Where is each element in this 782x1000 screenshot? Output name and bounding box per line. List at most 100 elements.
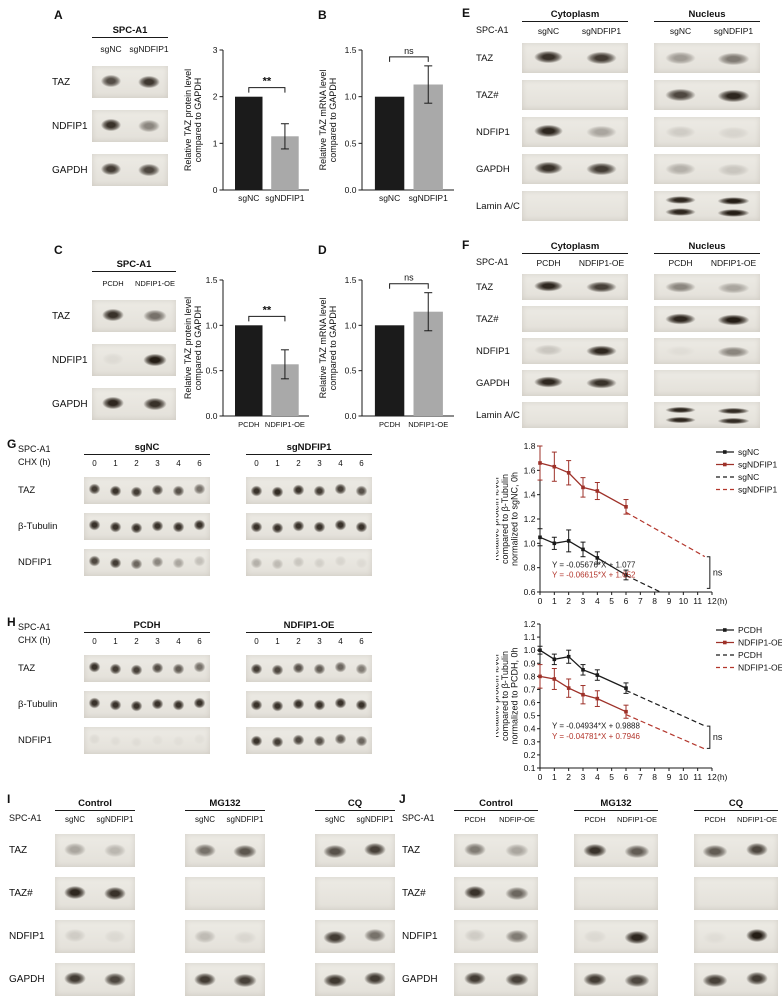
blot-strip — [522, 338, 628, 364]
protein-band — [150, 696, 165, 711]
protein-band — [713, 88, 754, 104]
lane-axis-label: SPC-A1 — [402, 813, 435, 823]
protein-band — [699, 972, 731, 990]
svg-text:Relative TAZ mRNA levelcompare: Relative TAZ mRNA levelcompared to GAPDH — [318, 298, 338, 399]
protein-band — [150, 554, 165, 569]
blot-header-row: SPC-A1 sgNC sgNDFIP1 — [8, 440, 486, 455]
fit-line — [625, 689, 706, 727]
lane-label: sgNC — [64, 815, 85, 824]
blot-strip — [654, 191, 760, 221]
group-header: CQ — [694, 796, 778, 811]
panel-label-c: C — [54, 243, 63, 257]
svg-text:12: 12 — [707, 596, 717, 606]
lane-group: sgNC sgNDFIP1 — [315, 811, 395, 824]
blot-row-label: NDFIP1 — [9, 931, 45, 942]
blot-strip — [246, 727, 372, 754]
bar-chart-a: Relative TAZ protein levelcompared to GA… — [183, 24, 315, 208]
svg-text:0.8: 0.8 — [524, 671, 536, 681]
data-marker — [595, 556, 600, 560]
blot-strip — [454, 834, 538, 867]
legend-entry: NDFIP1-OE — [716, 638, 782, 648]
protein-band — [661, 405, 700, 414]
data-marker — [624, 573, 628, 577]
protein-band — [248, 519, 265, 534]
western-blot-j: Control MG132 CQ SPC-A1 PCDH NDFIP-OE PCDH NDFI… — [398, 796, 782, 1000]
bar — [235, 96, 263, 190]
cell-line-label — [48, 252, 92, 272]
lane-axis-label: CHX (h) — [18, 635, 51, 645]
lane-label-row: CHX (h) 0 1 2 3 4 6 0 1 2 3 4 6 — [8, 455, 486, 468]
lane-label-row: SPC-A1 PCDH NDFIP-OE PCDH NDFIP1-OE PCDH NDFIP… — [398, 811, 782, 824]
lane-label: sgNC — [669, 26, 692, 36]
protein-band — [713, 406, 754, 416]
svg-text:1.0: 1.0 — [345, 320, 357, 330]
bar — [374, 325, 405, 416]
blot-strip — [454, 963, 538, 996]
protein-band — [98, 116, 124, 134]
legend-entry: sgNDFIP1 — [716, 460, 777, 470]
legend-entry: NDFIP1-OE — [716, 663, 782, 673]
fit-equation: Y = -0.05676*X + 1.077 — [552, 561, 636, 570]
protein-band — [190, 841, 220, 860]
group-header: CQ — [315, 796, 395, 811]
significance-bracket: ns — [389, 46, 429, 62]
svg-text:Relative protein levelcompared: Relative protein levelcompared to β-Tubu… — [496, 472, 520, 566]
protein-band — [713, 208, 754, 218]
lane-label: 1 — [113, 637, 118, 646]
group-header: Control — [55, 796, 135, 811]
bar-chart-c: Relative TAZ protein levelcompared to GA… — [183, 254, 315, 434]
data-marker — [595, 673, 600, 677]
svg-text:3: 3 — [213, 45, 218, 55]
protein-band — [291, 660, 306, 675]
lane-label: 0 — [92, 459, 97, 468]
protein-band — [98, 306, 128, 324]
lane-label: 3 — [155, 637, 160, 646]
lane-label: 4 — [176, 637, 181, 646]
bar-chart-d: Relative TAZ mRNA levelcompared to GAPDH… — [318, 254, 460, 434]
blot-strip — [84, 477, 210, 504]
protein-band — [107, 733, 124, 748]
line-chart-svg: Relative protein levelcompared to β-Tubu… — [491, 619, 782, 782]
group-header: NDFIP1-OE — [246, 618, 372, 633]
group-header: SPC-A1 — [92, 252, 176, 272]
protein-band — [291, 554, 306, 569]
blot-strip — [574, 963, 658, 996]
protein-band — [699, 929, 731, 947]
protein-band — [361, 841, 389, 859]
fit-equation: Y = -0.04934*X + 0.9888 — [552, 722, 640, 731]
blot-strip — [246, 513, 372, 540]
protein-band — [582, 344, 621, 358]
bar — [235, 325, 263, 416]
blot-row: NDFIP1 — [398, 920, 782, 953]
blot-row: β-Tubulin — [8, 513, 486, 540]
blot-row-label: GAPDH — [52, 164, 88, 176]
line-chart-h: Relative protein levelcompared to β-Tubu… — [491, 616, 782, 790]
blot-strip — [522, 306, 628, 332]
protein-band — [311, 556, 328, 571]
blot-strip — [55, 834, 135, 867]
blot-row: TAZ — [462, 43, 782, 73]
y-axis-label: Relative protein levelcompared to β-Tubu… — [491, 647, 520, 744]
protein-band — [460, 926, 490, 944]
x-axis-label: (h) — [717, 772, 728, 782]
blot-row: TAZ# — [5, 877, 397, 910]
blot-strip — [654, 306, 760, 332]
blot-row: GAPDH — [5, 963, 397, 996]
blot-strip — [522, 80, 628, 110]
western-blot-e: Cytoplasm Nucleus SPC-A1 sgNC sgNDFIP1 sgNC sg… — [462, 6, 782, 224]
lane-label: 1 — [275, 637, 280, 646]
svg-text:0.3: 0.3 — [524, 737, 536, 747]
cell-line-label — [462, 6, 522, 22]
svg-text:3: 3 — [581, 772, 586, 782]
blot-strip — [654, 80, 760, 110]
svg-text:0.7: 0.7 — [524, 684, 536, 694]
blot-row: TAZ — [5, 834, 397, 867]
protein-band — [128, 698, 145, 713]
western-blot-c: SPC-A1 PCDH NDFIP1-OE TAZ NDFIP1 GAPDH — [48, 252, 188, 424]
svg-text:0.1: 0.1 — [524, 763, 536, 773]
protein-band — [61, 883, 89, 901]
protein-band — [332, 518, 349, 533]
svg-text:sgNDFIP1: sgNDFIP1 — [738, 460, 777, 470]
protein-band — [332, 482, 349, 497]
svg-text:0.0: 0.0 — [345, 411, 357, 421]
